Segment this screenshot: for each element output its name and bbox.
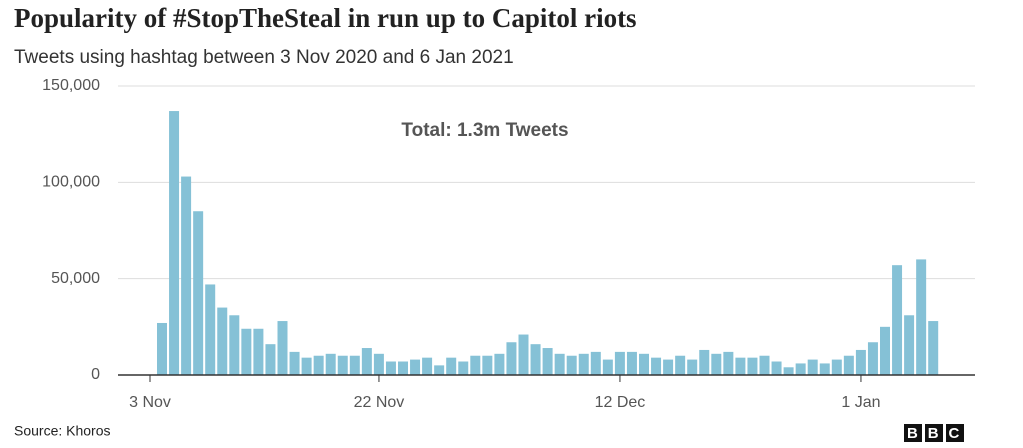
- bar: [626, 351, 637, 375]
- bar: [928, 321, 939, 375]
- bar: [253, 328, 264, 375]
- x-tick-label: 3 Nov: [129, 394, 171, 411]
- bar: [916, 259, 927, 375]
- source: Source: Khoros: [14, 423, 111, 439]
- bar: [193, 211, 204, 375]
- logo-box: [925, 424, 943, 442]
- bar: [843, 355, 854, 375]
- bar: [313, 355, 324, 375]
- bar: [518, 334, 529, 375]
- bar: [771, 361, 782, 375]
- bar: [385, 361, 396, 375]
- bar: [855, 349, 866, 375]
- chart-title: Popularity of #StopTheSteal in run up to…: [14, 3, 637, 33]
- bar: [205, 284, 216, 375]
- bar: [458, 361, 469, 375]
- chart-subtitle: Tweets using hashtag between 3 Nov 2020 …: [14, 47, 514, 68]
- bar: [735, 357, 746, 375]
- bar: [614, 351, 625, 375]
- bar: [687, 359, 698, 375]
- bar: [675, 355, 686, 375]
- bar: [723, 351, 734, 375]
- bar: [361, 348, 372, 375]
- bar: [373, 353, 384, 375]
- bar: [410, 359, 421, 375]
- bar: [530, 344, 541, 375]
- bar: [699, 349, 710, 375]
- bar: [217, 307, 228, 375]
- bar: [181, 176, 192, 375]
- y-tick-label: 150,000: [42, 77, 100, 94]
- bar: [831, 359, 842, 375]
- y-tick-label: 50,000: [51, 270, 100, 287]
- bar: [241, 328, 252, 375]
- bar: [349, 355, 360, 375]
- bar: [819, 363, 830, 375]
- bar: [554, 353, 565, 375]
- bar: [783, 367, 794, 375]
- bar: [301, 357, 312, 375]
- bar: [639, 353, 649, 375]
- x-tick-label: 12 Dec: [595, 394, 646, 411]
- bar: [747, 357, 758, 375]
- bar: [169, 111, 180, 376]
- bar: [506, 342, 517, 375]
- bar: [446, 357, 457, 375]
- logo: BBC: [907, 425, 969, 442]
- bar: [337, 355, 348, 375]
- x-tick-label: 22 Nov: [354, 394, 405, 411]
- y-tick-label: 0: [91, 366, 100, 383]
- bar: [602, 359, 613, 375]
- bar: [880, 326, 890, 375]
- bar: [398, 361, 408, 375]
- bar: [867, 342, 878, 375]
- y-tick-label: 100,000: [42, 174, 100, 191]
- bar: [759, 355, 770, 375]
- bar: [422, 357, 433, 375]
- bar: [542, 348, 553, 375]
- bar: [325, 353, 336, 375]
- bar: [795, 363, 806, 375]
- bar: [711, 353, 722, 375]
- logo-box: [946, 424, 964, 442]
- bar: [904, 315, 915, 375]
- bar: [277, 321, 288, 375]
- bar: [590, 351, 601, 375]
- bar: [289, 351, 300, 375]
- bar: [470, 355, 481, 375]
- bar: [265, 344, 276, 375]
- x-tick-label: 1 Jan: [841, 394, 880, 411]
- bar: [434, 365, 445, 375]
- bar: [892, 265, 903, 375]
- bar: [157, 322, 167, 375]
- bar: [807, 359, 818, 375]
- bar: [663, 359, 674, 375]
- annotation: Total: 1.3m Tweets: [401, 120, 568, 141]
- bar: [651, 357, 662, 375]
- bar: [578, 353, 589, 375]
- bar: [482, 355, 493, 375]
- bar: [566, 355, 577, 375]
- logo-box: [904, 424, 922, 442]
- bar: [494, 353, 505, 375]
- bar: [229, 315, 240, 375]
